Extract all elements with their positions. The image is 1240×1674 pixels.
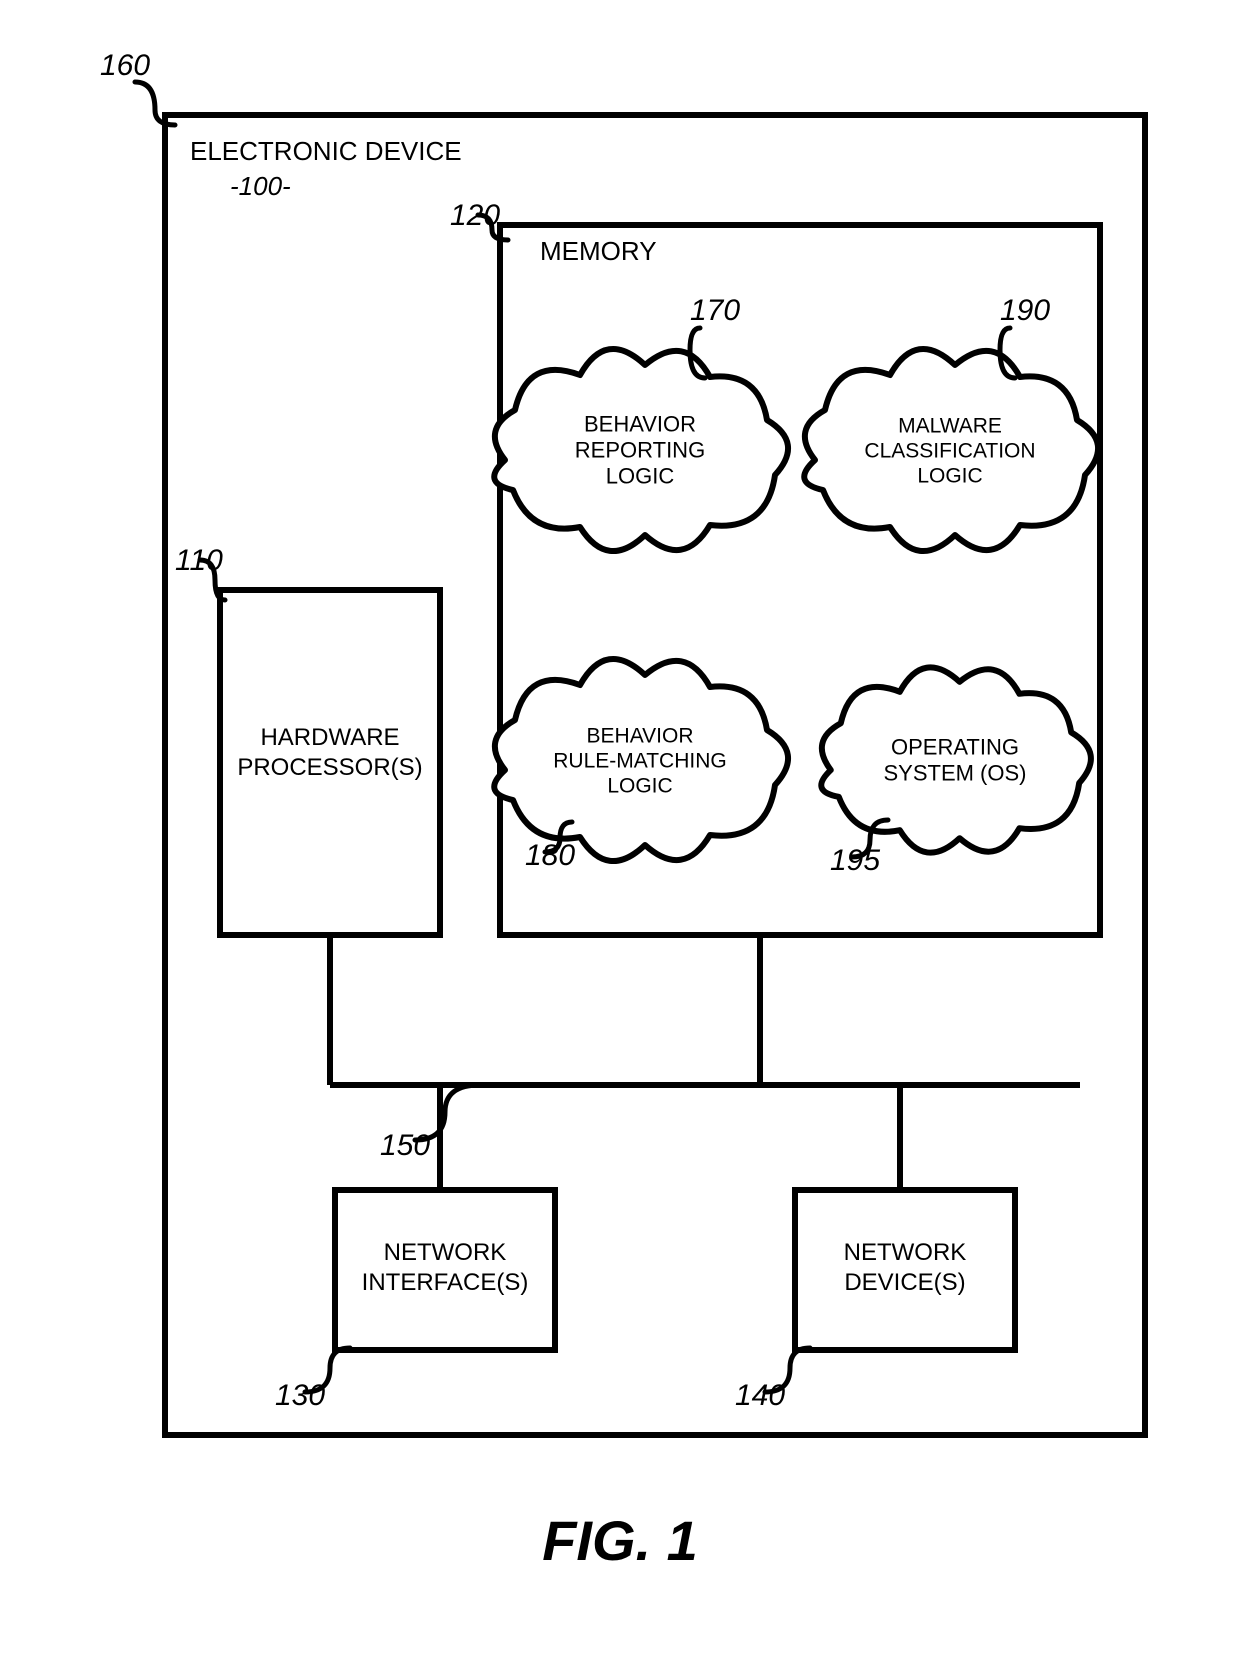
svg-text:LOGIC: LOGIC (917, 464, 982, 487)
svg-text:MEMORY: MEMORY (540, 236, 657, 266)
ref-160: 160 (100, 49, 150, 82)
net_if-box: NETWORK INTERFACE(S) (335, 1190, 555, 1350)
svg-text:NETWORK: NETWORK (844, 1239, 967, 1266)
svg-text:HARDWARE: HARDWARE (260, 724, 399, 751)
os-cloud: OPERATINGSYSTEM (OS) (821, 667, 1091, 852)
svg-text:CLASSIFICATION: CLASSIFICATION (864, 439, 1035, 462)
ref-130: 130 (275, 1379, 325, 1412)
ref-140: 140 (735, 1379, 785, 1412)
svg-text:SYSTEM (OS): SYSTEM (OS) (883, 761, 1026, 786)
diagram-canvas: ELECTRONIC DEVICE -100- 160 HARDWARE PROCESS… (0, 0, 1240, 1674)
svg-text:BEHAVIOR: BEHAVIOR (587, 724, 694, 747)
figure-label: FIG. 1 (542, 1509, 698, 1572)
svg-text:MALWARE: MALWARE (898, 414, 1002, 437)
ref-190: 190 (1000, 294, 1050, 327)
malware-cloud: MALWARECLASSIFICATIONLOGIC (804, 349, 1098, 551)
svg-text:LOGIC: LOGIC (606, 464, 675, 489)
ref-150: 150 (380, 1129, 430, 1162)
svg-text:DEVICE(S): DEVICE(S) (844, 1269, 965, 1296)
svg-text:OPERATING: OPERATING (891, 735, 1019, 760)
svg-text:NETWORK: NETWORK (384, 1239, 507, 1266)
rule_matching-cloud: BEHAVIORRULE-MATCHINGLOGIC (494, 659, 788, 861)
svg-text:RULE-MATCHING: RULE-MATCHING (553, 749, 726, 772)
processor-box: HARDWARE PROCESSOR(S) (220, 590, 440, 935)
electronic-device-title: ELECTRONIC DEVICE (190, 136, 462, 166)
svg-text:BEHAVIOR: BEHAVIOR (584, 412, 696, 437)
ref-180: 180 (525, 839, 575, 872)
behavior_reporting-cloud: BEHAVIORREPORTINGLOGIC (494, 349, 788, 551)
svg-text:LOGIC: LOGIC (607, 774, 672, 797)
svg-text:PROCESSOR(S): PROCESSOR(S) (237, 754, 422, 781)
ref-170: 170 (690, 294, 740, 327)
electronic-device-ref-inline: -100- (230, 171, 291, 201)
ref-195: 195 (830, 844, 880, 877)
net_dev-box: NETWORK DEVICE(S) (795, 1190, 1015, 1350)
svg-text:REPORTING: REPORTING (575, 438, 705, 463)
svg-text:INTERFACE(S): INTERFACE(S) (362, 1269, 529, 1296)
